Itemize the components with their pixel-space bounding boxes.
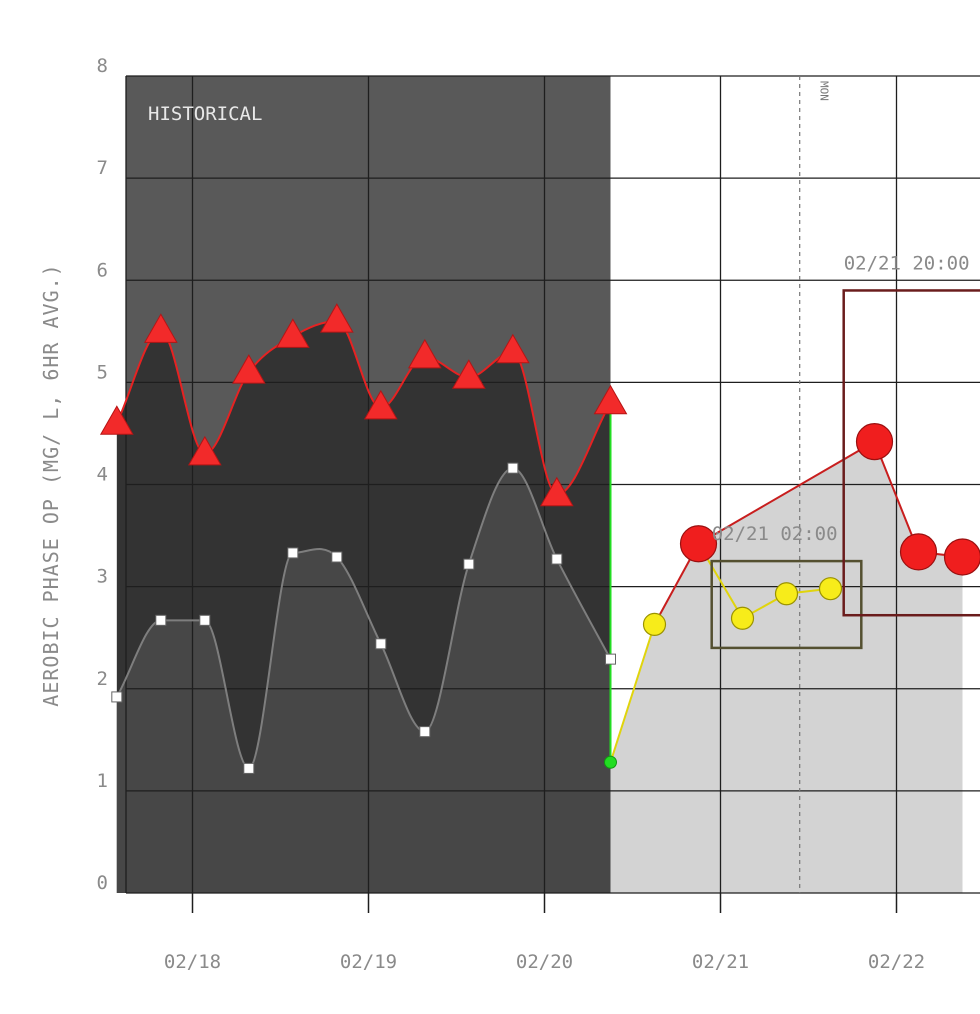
triangle-marker <box>99 405 134 435</box>
square-marker <box>199 614 211 626</box>
x-tick-label: 02/22 <box>868 951 925 973</box>
circle-marker-red <box>943 538 980 576</box>
forecast-area <box>610 441 963 893</box>
square-marker <box>551 553 563 565</box>
square-marker <box>243 762 255 774</box>
triangle-marker <box>407 338 442 369</box>
square-marker <box>507 462 519 474</box>
y-tick-label: 0 <box>97 872 108 894</box>
square-marker <box>111 691 123 703</box>
annotations: 02/21 02:00 02/21 20:00 <box>710 252 980 650</box>
triangle-marker <box>593 384 628 415</box>
triangle-marker <box>319 303 354 333</box>
series-line-yellow <box>609 624 656 763</box>
triangle-marker <box>539 476 574 507</box>
historical-area-lower <box>116 468 611 893</box>
triangle-marker <box>451 359 486 389</box>
square-marker <box>331 551 343 563</box>
circle-marker-yellow <box>774 582 799 606</box>
x-tick-label: 02/20 <box>516 951 573 973</box>
annotation-label: 02/21 20:00 <box>844 252 970 274</box>
historical-label: HISTORICAL <box>148 103 262 125</box>
triangle-marker <box>143 313 178 343</box>
series-layer <box>99 303 980 774</box>
y-tick-label: 4 <box>97 464 108 486</box>
weekday-marker-label: MON <box>818 81 831 101</box>
square-marker <box>605 653 616 665</box>
y-tick-label: 1 <box>97 770 108 792</box>
y-tick-label: 8 <box>97 55 108 77</box>
circle-marker-yellow <box>818 577 843 601</box>
y-tick-label: 6 <box>97 259 108 281</box>
x-tick-label: 02/19 <box>340 951 397 973</box>
grid: MON <box>125 75 980 894</box>
triangle-marker <box>363 389 398 420</box>
circle-marker-red <box>679 525 718 563</box>
y-tick-label: 7 <box>97 157 108 179</box>
square-marker <box>375 638 387 650</box>
axes: 0 1 2 3 4 5 6 7 8 02/18 02/19 02/20 02/21 02/22 <box>97 55 926 973</box>
square-marker <box>463 558 475 570</box>
series-line-yellow-box <box>697 543 831 620</box>
y-tick-label: 5 <box>97 361 108 383</box>
square-marker <box>419 726 431 738</box>
x-tick-label: 02/18 <box>164 951 221 973</box>
triangle-marker <box>187 435 222 466</box>
square-marker <box>287 547 299 559</box>
series-line-red-historical <box>115 320 612 496</box>
y-axis-title: AEROBIC PHASE OP (MG/ L, 6HR AVG.) <box>39 263 63 706</box>
forecast-start-dot <box>604 755 617 769</box>
circle-marker-red <box>899 533 938 571</box>
y-tick-label: 3 <box>97 566 108 588</box>
circle-marker-red <box>855 423 894 461</box>
circle-marker-yellow <box>730 606 755 630</box>
triangle-marker <box>495 333 530 364</box>
y-tick-label: 2 <box>97 668 108 690</box>
triangle-marker <box>231 354 266 384</box>
x-tick-label: 02/21 <box>692 951 749 973</box>
annotation-label: 02/21 02:00 <box>712 523 838 545</box>
circle-marker-yellow <box>642 612 667 637</box>
annotation-box <box>842 289 980 617</box>
square-marker <box>155 614 167 626</box>
triangle-marker <box>275 318 310 348</box>
annotation-box <box>710 559 863 650</box>
